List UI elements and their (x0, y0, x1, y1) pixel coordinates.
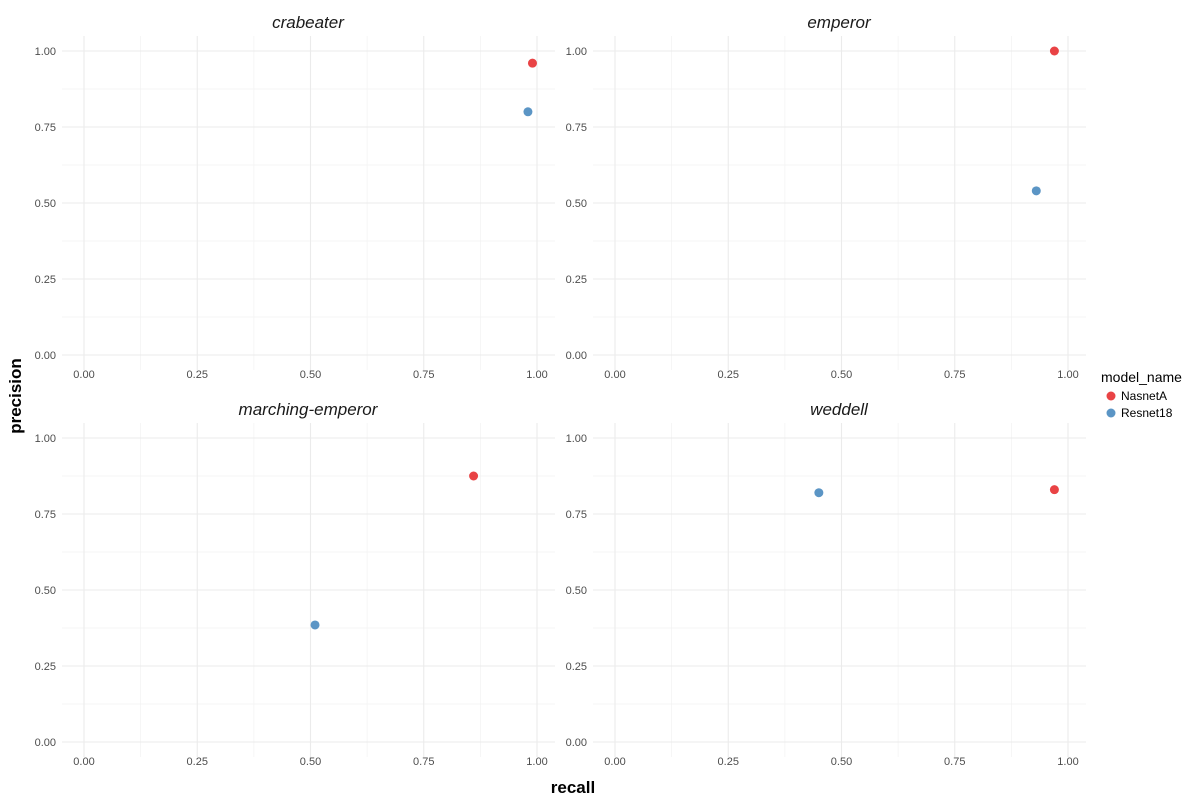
point-nasneta (469, 471, 479, 481)
y-tick-label: 0.00 (566, 737, 587, 749)
legend-key-resnet18 (1106, 408, 1116, 418)
facet-title: emperor (807, 13, 872, 32)
point-resnet18 (814, 488, 824, 498)
panels: crabeater 0.00 0.25 0.50 0.75 1.00 0.00 0.25 0.5… (35, 13, 1086, 768)
x-tick-label: 0.00 (73, 369, 94, 381)
x-tick-label: 1.00 (526, 756, 547, 768)
y-axis-title: precision (6, 358, 25, 434)
y-tick-label: 0.75 (35, 509, 56, 521)
y-tick-label: 0.25 (35, 274, 56, 286)
legend-label-resnet18: Resnet18 (1121, 406, 1173, 420)
y-tick-label: 0.75 (566, 122, 587, 134)
point-nasneta (1049, 485, 1059, 495)
x-tick-label: 0.50 (300, 369, 321, 381)
y-tick-label: 0.00 (35, 350, 56, 362)
legend-title: model_name (1101, 369, 1182, 385)
facet-title: marching-emperor (239, 400, 379, 419)
facet-panel-weddell: weddell 0.00 0.25 0.50 0.75 1.00 0.00 0.25 0.50 0… (566, 400, 1086, 768)
y-tick-label: 1.00 (35, 433, 56, 445)
y-tick-label: 0.50 (566, 198, 587, 210)
y-tick-label: 0.25 (35, 661, 56, 673)
point-resnet18 (523, 107, 533, 117)
point-nasneta (1049, 46, 1059, 56)
facet-panel-emperor: emperor 0.00 0.25 0.50 0.75 1.00 0.00 0.25 0.50 0… (566, 13, 1086, 381)
x-tick-label: 1.00 (526, 369, 547, 381)
y-tick-label: 0.50 (35, 198, 56, 210)
point-resnet18 (1031, 186, 1041, 196)
x-tick-label: 0.50 (831, 369, 852, 381)
facet-title: crabeater (272, 13, 345, 32)
y-tick-label: 0.75 (566, 509, 587, 521)
facet-panel-crabeater: crabeater 0.00 0.25 0.50 0.75 1.00 0.00 0.25 0.5… (35, 13, 555, 381)
y-tick-label: 1.00 (566, 46, 587, 58)
legend-key-nasneta (1106, 391, 1116, 401)
x-tick-label: 1.00 (1057, 369, 1078, 381)
x-tick-label: 0.75 (413, 756, 434, 768)
y-tick-label: 0.00 (566, 350, 587, 362)
x-tick-label: 0.00 (604, 756, 625, 768)
x-tick-label: 0.50 (831, 756, 852, 768)
x-tick-label: 0.25 (718, 756, 739, 768)
point-nasneta (527, 58, 537, 68)
y-tick-label: 1.00 (566, 433, 587, 445)
x-axis-title: recall (551, 778, 595, 797)
x-tick-label: 0.75 (944, 369, 965, 381)
x-tick-label: 1.00 (1057, 756, 1078, 768)
facet-panel-marching-emperor: marching-emperor 0.00 0.25 0.50 0.75 1.00 0.00… (35, 400, 555, 768)
y-tick-label: 0.75 (35, 122, 56, 134)
y-tick-label: 0.00 (35, 737, 56, 749)
x-tick-label: 0.00 (73, 756, 94, 768)
legend: model_name NasnetA Resnet18 (1101, 369, 1182, 420)
y-tick-label: 0.25 (566, 661, 587, 673)
point-resnet18 (310, 620, 320, 630)
y-tick-label: 1.00 (35, 46, 56, 58)
x-tick-label: 0.75 (944, 756, 965, 768)
x-tick-label: 0.25 (187, 756, 208, 768)
legend-label-nasneta: NasnetA (1121, 389, 1167, 403)
x-tick-label: 0.75 (413, 369, 434, 381)
y-tick-label: 0.50 (35, 585, 56, 597)
x-tick-label: 0.25 (718, 369, 739, 381)
facet-title: weddell (810, 400, 869, 419)
y-tick-label: 0.25 (566, 274, 587, 286)
x-tick-label: 0.50 (300, 756, 321, 768)
y-tick-label: 0.50 (566, 585, 587, 597)
x-tick-label: 0.00 (604, 369, 625, 381)
x-tick-label: 0.25 (187, 369, 208, 381)
